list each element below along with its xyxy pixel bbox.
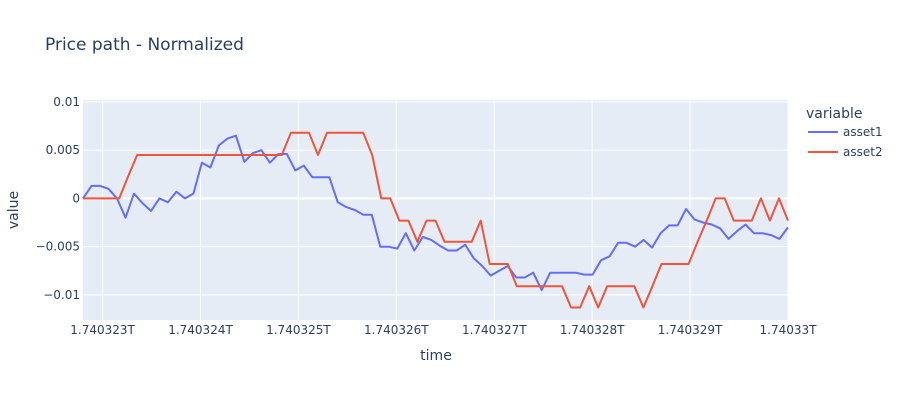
legend-label: asset1 xyxy=(843,125,883,139)
legend-item-asset1[interactable]: asset1 xyxy=(808,125,883,139)
y-tick-label: −0.01 xyxy=(43,288,80,302)
plot-area xyxy=(83,100,788,320)
x-ticks: 1.740323T 1.740324T 1.740325T 1.740326T 1.74… xyxy=(70,323,817,337)
y-ticks: 0.01 0.005 0 −0.005 −0.01 xyxy=(36,95,80,302)
x-tick-label: 1.74033T xyxy=(760,323,818,337)
chart-title: Price path - Normalized xyxy=(45,35,244,55)
y-tick-label: 0.005 xyxy=(46,143,80,157)
series-line-asset1[interactable] xyxy=(82,134,789,292)
x-tick-label: 1.740329T xyxy=(658,323,723,337)
legend-items[interactable]: asset1 asset2 xyxy=(808,125,883,159)
legend[interactable]: variable asset1 asset2 xyxy=(806,106,883,159)
legend-label: asset2 xyxy=(843,145,883,159)
x-tick-label: 1.740327T xyxy=(462,323,527,337)
y-tick-label: 0.01 xyxy=(53,95,80,109)
x-axis-title: time xyxy=(420,348,452,364)
y-tick-label: −0.005 xyxy=(36,240,80,254)
y-tick-label: 0 xyxy=(72,191,80,205)
y-axis-title: value xyxy=(6,191,22,229)
x-tick-label: 1.740325T xyxy=(266,323,331,337)
x-tick-label: 1.740324T xyxy=(168,323,233,337)
legend-title: variable xyxy=(806,106,862,122)
x-tick-label: 1.740326T xyxy=(364,323,429,337)
x-tick-label: 1.740323T xyxy=(70,323,135,337)
grid xyxy=(83,100,789,320)
series-line-asset2[interactable] xyxy=(83,131,789,309)
x-tick-label: 1.740328T xyxy=(560,323,625,337)
series-lines xyxy=(82,131,789,309)
legend-item-asset2[interactable]: asset2 xyxy=(808,145,883,159)
